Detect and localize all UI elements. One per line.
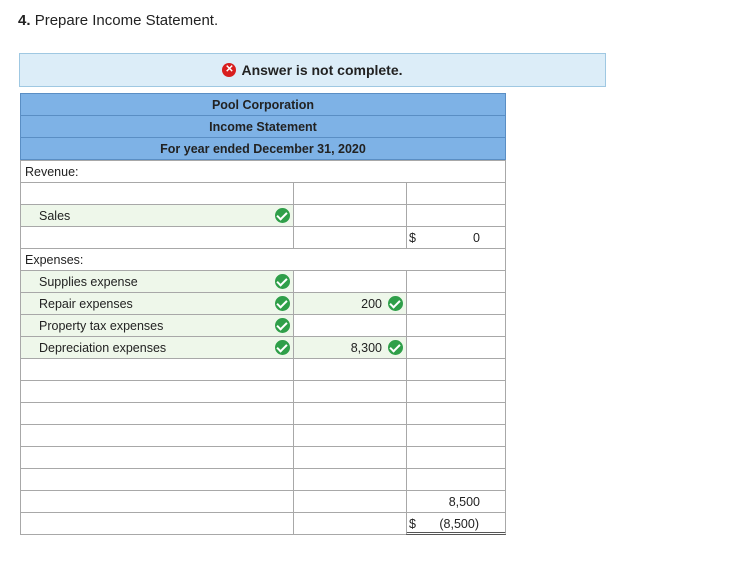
account-cell[interactable] (20, 380, 294, 403)
table-row: $ (8,500) (20, 512, 506, 535)
property-cell[interactable]: Property tax expenses (20, 314, 294, 337)
check-icon (275, 340, 290, 355)
total-expenses-cell[interactable]: 8,500 (406, 490, 506, 513)
question-heading: 4. Prepare Income Statement. (18, 12, 218, 29)
sales-cell[interactable]: Sales (20, 204, 294, 227)
table-row: Property tax expenses (20, 314, 506, 337)
amount-cell[interactable] (293, 380, 407, 403)
check-icon (275, 208, 290, 223)
sales-label: Sales (39, 208, 71, 223)
table-row (20, 380, 506, 403)
income-statement-sheet: Pool Corporation Income Statement For ye… (20, 93, 506, 535)
dollar-sign: $ (409, 231, 416, 245)
total-expenses-value: 8,500 (448, 495, 480, 509)
total-cell[interactable] (406, 292, 506, 315)
expenses-label-cell[interactable]: Expenses: (20, 248, 506, 271)
table-row (20, 424, 506, 447)
total-cell[interactable] (406, 446, 506, 469)
amount-cell[interactable] (293, 490, 407, 513)
depreciation-value: 8,300 (350, 341, 382, 355)
amount-cell[interactable] (293, 512, 407, 535)
amount-cell[interactable] (293, 468, 407, 491)
total-cell[interactable] (406, 468, 506, 491)
account-cell[interactable] (20, 182, 294, 205)
revenue-label: Revenue: (25, 164, 79, 179)
total-cell[interactable] (406, 380, 506, 403)
total-cell[interactable] (406, 314, 506, 337)
account-cell[interactable] (20, 358, 294, 381)
table-row: 8,500 (20, 490, 506, 513)
depreciation-amount-cell[interactable]: 8,300 (293, 336, 407, 359)
total-cell[interactable] (406, 358, 506, 381)
statement-title: Income Statement (20, 115, 506, 138)
table-row (20, 402, 506, 425)
total-cell[interactable] (406, 270, 506, 293)
repair-cell[interactable]: Repair expenses (20, 292, 294, 315)
account-cell[interactable] (20, 468, 294, 491)
check-icon (275, 274, 290, 289)
account-cell[interactable] (20, 512, 294, 535)
repair-amount-cell[interactable]: 200 (293, 292, 407, 315)
total-cell[interactable] (406, 336, 506, 359)
amount-cell[interactable] (293, 402, 407, 425)
table-row (20, 446, 506, 469)
table-row: Supplies expense (20, 270, 506, 293)
revenue-total-value: 0 (473, 231, 480, 245)
table-row (20, 468, 506, 491)
amount-cell[interactable] (293, 270, 407, 293)
revenue-label-cell[interactable]: Revenue: (20, 160, 506, 183)
table-row: Repair expenses 200 (20, 292, 506, 315)
account-cell[interactable] (20, 446, 294, 469)
account-cell[interactable] (20, 402, 294, 425)
table-row: Sales (20, 204, 506, 227)
check-icon (275, 318, 290, 333)
company-name: Pool Corporation (20, 93, 506, 116)
property-label: Property tax expenses (39, 318, 164, 333)
expenses-label: Expenses: (25, 252, 84, 267)
table-row: Depreciation expenses 8,300 (20, 336, 506, 359)
amount-cell[interactable] (293, 424, 407, 447)
question-number: 4. (18, 12, 31, 29)
account-cell[interactable] (20, 424, 294, 447)
amount-cell[interactable] (293, 314, 407, 337)
status-banner: ✕ Answer is not complete. (19, 53, 606, 87)
check-icon (388, 340, 403, 355)
supplies-cell[interactable]: Supplies expense (20, 270, 294, 293)
dollar-sign: $ (409, 517, 416, 531)
check-icon (275, 296, 290, 311)
account-cell[interactable] (20, 490, 294, 513)
net-income-value: (8,500) (439, 517, 479, 531)
question-text: Prepare Income Statement. (34, 12, 219, 29)
total-cell[interactable] (406, 182, 506, 205)
status-text: Answer is not complete. (241, 62, 403, 78)
net-income-cell[interactable]: $ (8,500) (406, 512, 506, 535)
amount-cell[interactable] (293, 204, 407, 227)
repair-value: 200 (361, 297, 382, 311)
table-row: Expenses: (20, 248, 506, 271)
error-icon: ✕ (222, 63, 237, 77)
statement-period: For year ended December 31, 2020 (20, 137, 506, 160)
table-row: Revenue: (20, 160, 506, 183)
amount-cell[interactable] (293, 358, 407, 381)
total-cell[interactable] (406, 402, 506, 425)
depreciation-label: Depreciation expenses (39, 340, 167, 355)
repair-label: Repair expenses (39, 296, 133, 311)
check-icon (388, 296, 403, 311)
depreciation-cell[interactable]: Depreciation expenses (20, 336, 294, 359)
revenue-total-cell[interactable]: $ 0 (406, 226, 506, 249)
account-cell[interactable] (20, 226, 294, 249)
total-cell[interactable] (406, 424, 506, 447)
amount-cell[interactable] (293, 446, 407, 469)
supplies-label: Supplies expense (39, 274, 138, 289)
table-row: $ 0 (20, 226, 506, 249)
table-row (20, 358, 506, 381)
amount-cell[interactable] (293, 226, 407, 249)
total-cell[interactable] (406, 204, 506, 227)
amount-cell[interactable] (293, 182, 407, 205)
table-row (20, 182, 506, 205)
